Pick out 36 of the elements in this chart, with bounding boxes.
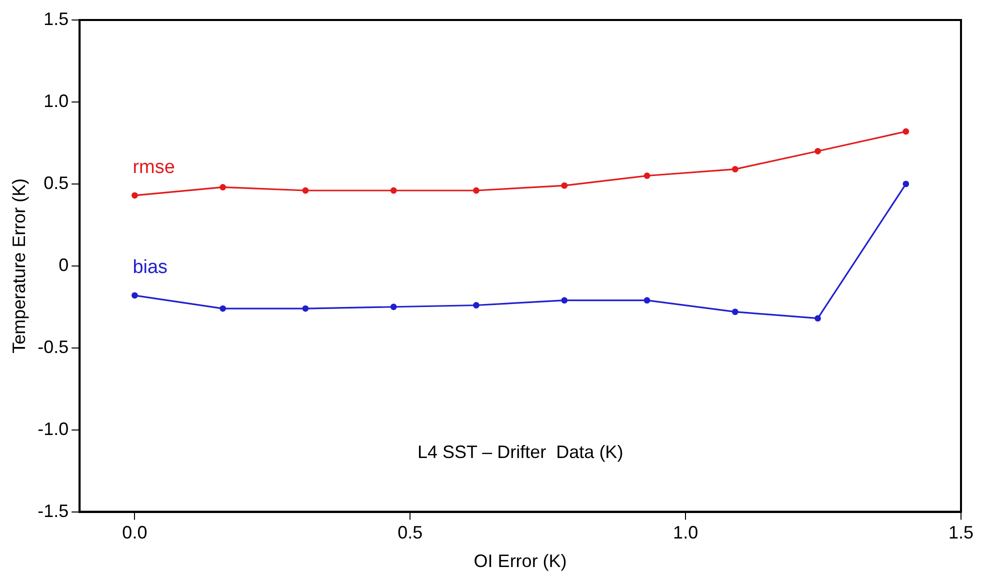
y-tick-label: 0.5	[44, 172, 69, 193]
point	[732, 308, 738, 315]
point	[473, 302, 480, 308]
point	[732, 166, 738, 172]
point	[814, 148, 821, 154]
point	[561, 182, 568, 189]
x-tick-label: 1.0	[673, 522, 698, 543]
series-label: bias	[132, 257, 168, 278]
point	[902, 180, 910, 188]
point	[220, 305, 226, 312]
point	[302, 305, 309, 312]
y-tick-label: -1.5	[38, 500, 69, 521]
point	[132, 192, 138, 199]
point	[644, 172, 650, 179]
point	[644, 297, 650, 304]
x-tick-label: 1.5	[948, 522, 974, 543]
x-axis-title: OI Error (K)	[474, 551, 567, 572]
annotation: L4 SST – Drifter Data (K)	[417, 442, 624, 462]
point	[132, 292, 138, 299]
y-axis-title: Temperature Error (K)	[8, 178, 29, 354]
y-tick-label: 1.5	[44, 8, 69, 29]
point	[390, 304, 397, 310]
x-tick-label: 0.5	[398, 522, 423, 543]
series-label: rmse	[132, 157, 175, 178]
point	[220, 184, 226, 190]
point	[473, 187, 480, 194]
y-tick-label: -1.0	[38, 418, 69, 439]
point	[561, 297, 568, 304]
y-tick-label: 1.0	[44, 90, 69, 111]
point	[302, 187, 309, 194]
y-tick-label: -0.5	[38, 336, 69, 357]
point	[390, 187, 397, 194]
x-tick-label: 0.0	[122, 522, 148, 543]
y-tick-label: 0	[58, 254, 69, 275]
point	[902, 128, 910, 135]
point	[814, 315, 821, 322]
